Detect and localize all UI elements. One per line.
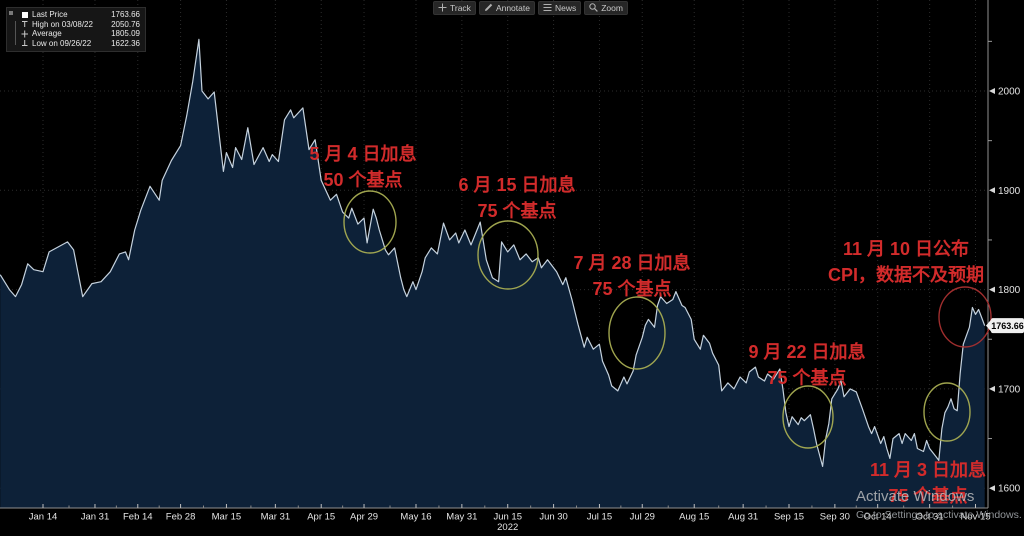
y-tick-label: 1700 — [998, 384, 1021, 395]
legend-label: Low on 09/26/22 — [32, 38, 92, 48]
annotate-button-label: Annotate — [495, 3, 530, 13]
legend-value: 1763.66 — [111, 10, 140, 20]
y-major-tick — [989, 485, 995, 492]
y-major-tick — [989, 187, 995, 194]
x-tick-label: Feb 14 — [123, 512, 153, 523]
y-major-tick — [989, 88, 995, 94]
news-button-label: News — [554, 3, 577, 13]
x-tick-label: Aug 15 — [679, 512, 709, 523]
event-circle — [782, 385, 834, 449]
x-tick-label: Jan 31 — [81, 512, 110, 523]
x-tick-label: Jun 15 — [493, 512, 522, 523]
x-tick-label: Nov 15 — [960, 512, 990, 523]
event-circle — [477, 220, 539, 290]
x-tick-label: Jul 15 — [587, 512, 612, 523]
news-lines-icon — [543, 3, 552, 14]
chart-toolbar: Track Annotate News Zoom — [433, 1, 628, 15]
zoom-button-label: Zoom — [601, 3, 623, 13]
annotation-sep-22-hike: 9 月 22 日加息 75 个基点 — [748, 342, 866, 388]
legend-drag-handle[interactable] — [9, 11, 13, 15]
zoom-magnifier-icon — [589, 2, 599, 14]
track-button[interactable]: Track — [433, 1, 476, 15]
legend-value: 2050.76 — [111, 19, 140, 29]
y-major-tick — [989, 385, 995, 392]
x-tick-label: Apr 29 — [350, 512, 378, 523]
track-button-label: Track — [450, 3, 471, 13]
legend-label: High on 03/08/22 — [32, 19, 93, 29]
x-tick-label: Sep 30 — [820, 512, 850, 523]
legend-row-high: High on 03/08/22 2050.76 — [21, 20, 140, 30]
x-tick-label: Oct 31 — [916, 512, 944, 523]
legend-row-last-price: Last Price 1763.66 — [21, 10, 140, 20]
zoom-button[interactable]: Zoom — [584, 1, 628, 15]
x-tick-label: Feb 28 — [166, 512, 196, 523]
event-circle — [343, 190, 397, 254]
x-tick-label: May 16 — [400, 512, 431, 523]
legend-row-average: Average 1805.09 — [21, 29, 140, 39]
last-price-tag — [991, 318, 1024, 334]
last-price-square-marker-icon — [21, 11, 32, 19]
annotation-nov-10-cpi: 11 月 10 日公布 CPI，数据不及预期 — [827, 239, 985, 285]
price-line — [0, 38, 986, 467]
y-tick-label: 1600 — [998, 484, 1021, 495]
event-circle — [608, 296, 666, 370]
x-tick-label: Jul 29 — [630, 512, 655, 523]
x-tick-label: Apr 15 — [307, 512, 335, 523]
annotation-may-4-hike: 5 月 4 日加息 50 个基点 — [309, 144, 417, 190]
track-icon — [438, 3, 447, 14]
high-marker-icon — [21, 20, 32, 28]
annotate-pencil-icon — [484, 3, 493, 14]
annotation-nov-3-hike: 11 月 3 日加息 75 个基点 — [869, 460, 987, 506]
last-price-tag-arrow — [986, 318, 992, 333]
legend-value: 1622.36 — [111, 38, 140, 48]
legend-label: Last Price — [32, 10, 68, 20]
x-tick-label: Jun 30 — [539, 512, 568, 523]
activate-windows-watermark: Activate Windows — [856, 488, 975, 505]
activate-windows-watermark-sub: Go to Settings to activate Windows. — [856, 509, 1022, 521]
y-tick-label: 1800 — [998, 285, 1021, 296]
x-tick-label: Mar 15 — [212, 512, 242, 523]
x-tick-label: Mar 31 — [261, 512, 291, 523]
news-button[interactable]: News — [537, 1, 582, 15]
price-area-fill — [0, 39, 985, 509]
legend-row-low: Low on 09/26/22 1622.36 — [21, 39, 140, 49]
legend-tree-line — [15, 21, 16, 45]
annotation-jul-28-hike: 7 月 28 日加息 75 个基点 — [573, 253, 691, 299]
annotation-jun-15-hike: 6 月 15 日加息 75 个基点 — [458, 175, 576, 221]
chart-legend[interactable]: Last Price 1763.66 High on 03/08/22 2050… — [6, 7, 146, 52]
x-axis-year-label: 2022 — [497, 522, 518, 533]
x-tick-label: Aug 31 — [728, 512, 758, 523]
legend-value: 1805.09 — [111, 29, 140, 39]
x-tick-label: Sep 15 — [774, 512, 804, 523]
x-tick-label: May 31 — [446, 512, 477, 523]
legend-label: Average — [32, 29, 62, 39]
y-major-tick — [989, 286, 995, 293]
average-marker-icon — [21, 30, 32, 38]
x-tick-label: Jan 14 — [29, 512, 58, 523]
annotate-button[interactable]: Annotate — [478, 1, 535, 15]
event-circle — [938, 286, 992, 348]
y-tick-label: 2000 — [998, 87, 1021, 98]
x-tick-label: Oct 14 — [864, 512, 892, 523]
low-marker-icon — [21, 39, 32, 47]
y-tick-label: 1900 — [998, 186, 1021, 197]
last-price-tag-value: 1763.66 — [991, 321, 1024, 331]
event-circle — [923, 382, 971, 442]
